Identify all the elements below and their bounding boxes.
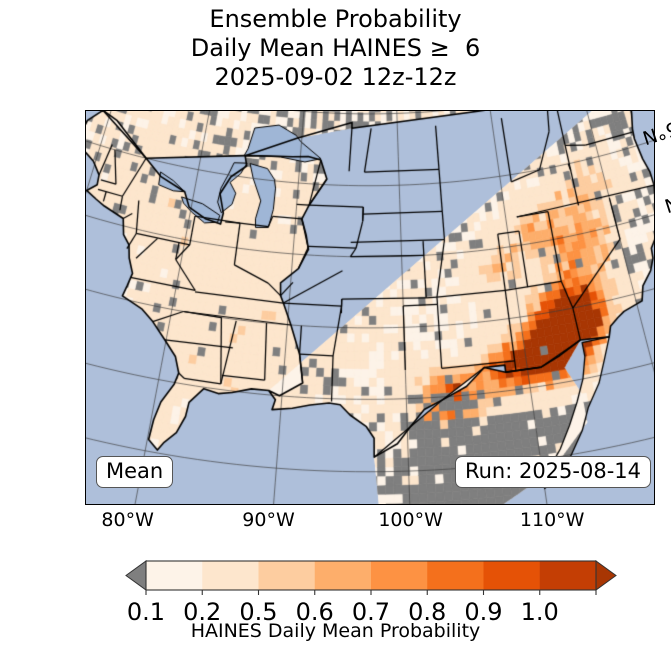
colorbar-tick-label-1-0: 1.0 [520,598,559,626]
colorbar-tick-label-0-8: 0.8 [408,598,447,626]
colorbar-tick-label-0-6: 0.6 [295,598,334,626]
colorbar-segment-3 [314,561,372,590]
lon-tick-90w: 90°W [242,509,295,531]
colorbar-over-arrow [595,560,617,591]
colorbar-segment-1 [202,561,259,590]
colorbar-swatches [125,560,617,595]
colorbar: 0.1 0.2 0.5 0.6 0.7 0.8 0.9 1.0 [0,552,671,658]
colorbar-tick-label-0-2: 0.2 [183,598,222,626]
colorbar-tick-label-0-7: 0.7 [351,598,391,626]
title-line-2: Daily Mean HAINES ≥ 6 [190,34,481,62]
chart-title: Ensemble Probability Daily Mean HAINES ≥… [0,5,671,92]
probability-heatmap [86,111,654,504]
title-line-1: Ensemble Probability [209,5,462,33]
statistic-label-box: Mean [96,456,174,488]
colorbar-tick-label-0-1: 0.1 [126,598,166,626]
title-line-3: 2025-09-02 12z-12z [214,63,457,91]
lat-tick-40n: 40°N [661,180,671,217]
colorbar-segment-0 [146,561,203,590]
colorbar-segment-4 [371,561,428,590]
colorbar-segment-6 [483,561,541,590]
colorbar-under-arrow [125,560,147,591]
colorbar-label: HAINES Daily Mean Probability [190,620,481,642]
colorbar-tick-label-0-9: 0.9 [464,598,503,626]
lon-tick-80w: 80°W [101,509,154,531]
colorbar-segment-5 [427,561,484,590]
colorbar-segment-2 [258,561,316,590]
colorbar-segment-7 [539,561,597,590]
lon-tick-110w: 110°W [519,509,585,531]
lon-tick-100w: 100°W [378,509,443,531]
colorbar-tick-label-0-5: 0.5 [239,598,278,626]
map-plot-area [85,110,655,505]
model-run-label-box: Run: 2025-08-14 [454,456,651,488]
